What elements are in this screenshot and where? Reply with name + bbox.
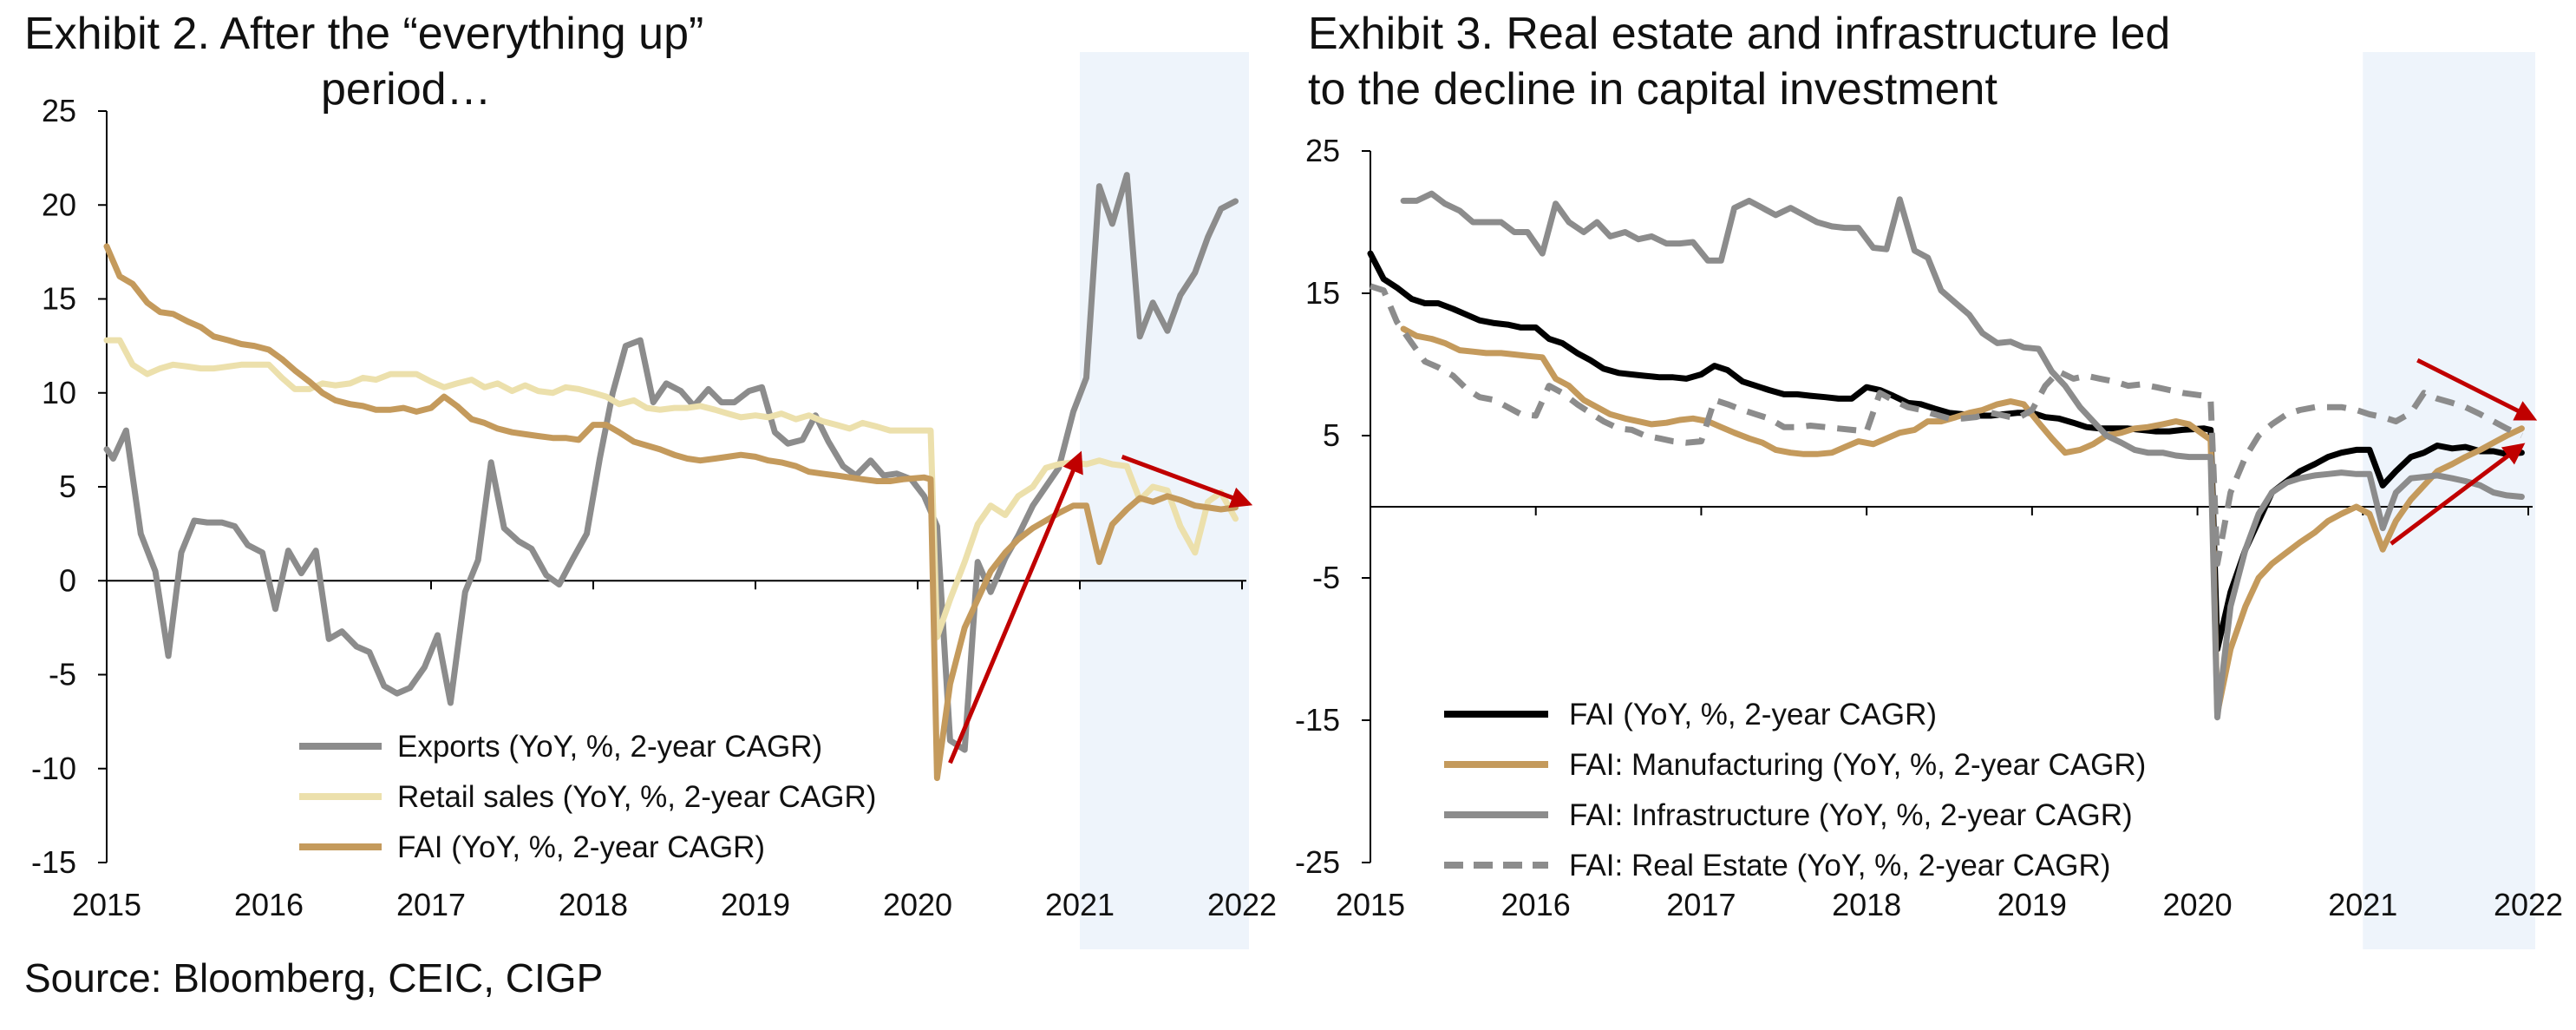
y-tick-label: 15 bbox=[42, 281, 76, 317]
trend-arrow-0 bbox=[2390, 443, 2526, 546]
y-tick-label: 25 bbox=[1305, 133, 1340, 168]
y-tick-label: 5 bbox=[1323, 417, 1340, 453]
series-line-0 bbox=[103, 172, 1239, 753]
x-tick-label: 2015 bbox=[72, 887, 141, 922]
legend-label-0: Exports (YoY, %, 2-year CAGR) bbox=[397, 730, 822, 764]
exhibit2-title-line1: Exhibit 2. After the “everything up” bbox=[24, 9, 704, 59]
exhibit3-chart: 25 15 5 -5 -15 -25 2015 2016 2017 2018 2019 2020 202… bbox=[1295, 52, 2563, 949]
shaded-region bbox=[1080, 52, 1249, 949]
y-tick-label: -15 bbox=[31, 844, 76, 880]
y-tick-label: 0 bbox=[59, 562, 76, 598]
y-tick-label: 10 bbox=[42, 375, 76, 410]
exhibit3-title-line2: to the decline in capital investment bbox=[1308, 64, 1997, 115]
series-line-0 bbox=[1367, 250, 2525, 653]
legend-label-3: FAI: Real Estate (YoY, %, 2-year CAGR) bbox=[1569, 849, 2110, 882]
x-tick-label: 2022 bbox=[1207, 887, 1277, 922]
series-line-3 bbox=[1369, 283, 2523, 567]
x-tick-label: 2021 bbox=[1045, 887, 1115, 922]
exhibit3-title-line1: Exhibit 3. Real estate and infrastructur… bbox=[1308, 9, 2171, 59]
series-line-2 bbox=[103, 243, 1239, 782]
x-tick-label: 2019 bbox=[721, 887, 790, 922]
x-tick-label: 2016 bbox=[1501, 887, 1571, 922]
x-tick-label: 2017 bbox=[1666, 887, 1736, 922]
series-line-1 bbox=[103, 337, 1239, 640]
x-tick-label: 2016 bbox=[234, 887, 304, 922]
source-note: Source: Bloomberg, CEIC, CIGP bbox=[24, 955, 604, 1000]
x-tick-label: 2015 bbox=[1336, 887, 1405, 922]
legend-label-1: FAI: Manufacturing (YoY, %, 2-year CAGR) bbox=[1569, 748, 2146, 782]
y-tick-label: -10 bbox=[31, 751, 76, 786]
trend-arrow-0 bbox=[948, 450, 1083, 764]
y-tick-label: 20 bbox=[42, 187, 76, 222]
trend-arrow-1 bbox=[1121, 455, 1253, 508]
y-tick-label: -25 bbox=[1295, 844, 1340, 880]
x-tick-label: 2018 bbox=[1832, 887, 1901, 922]
y-tick-label: -15 bbox=[1295, 702, 1340, 738]
legend-label-2: FAI: Infrastructure (YoY, %, 2-year CAGR… bbox=[1569, 798, 2133, 832]
y-tick-label: -5 bbox=[49, 657, 76, 692]
x-tick-label: 2020 bbox=[883, 887, 952, 922]
x-tick-label: 2019 bbox=[1997, 887, 2067, 922]
series-line-2 bbox=[1400, 190, 2525, 721]
x-tick-label: 2022 bbox=[2494, 887, 2563, 922]
legend-label-1: Retail sales (YoY, %, 2-year CAGR) bbox=[397, 780, 876, 814]
y-tick-label: 5 bbox=[59, 469, 76, 504]
x-tick-label: 2017 bbox=[396, 887, 466, 922]
x-tick-label: 2021 bbox=[2328, 887, 2397, 922]
trend-arrow-1 bbox=[2416, 358, 2538, 421]
y-tick-label: -5 bbox=[1312, 560, 1340, 595]
y-tick-label: 15 bbox=[1305, 275, 1340, 311]
series-line-1 bbox=[1400, 325, 2525, 717]
exhibit2-title-line2: period… bbox=[321, 64, 492, 115]
x-tick-label: 2020 bbox=[2163, 887, 2233, 922]
legend-label-2: FAI (YoY, %, 2-year CAGR) bbox=[397, 830, 765, 864]
legend-label-0: FAI (YoY, %, 2-year CAGR) bbox=[1569, 698, 1937, 731]
y-tick-label: 25 bbox=[42, 93, 76, 128]
x-tick-label: 2018 bbox=[559, 887, 628, 922]
